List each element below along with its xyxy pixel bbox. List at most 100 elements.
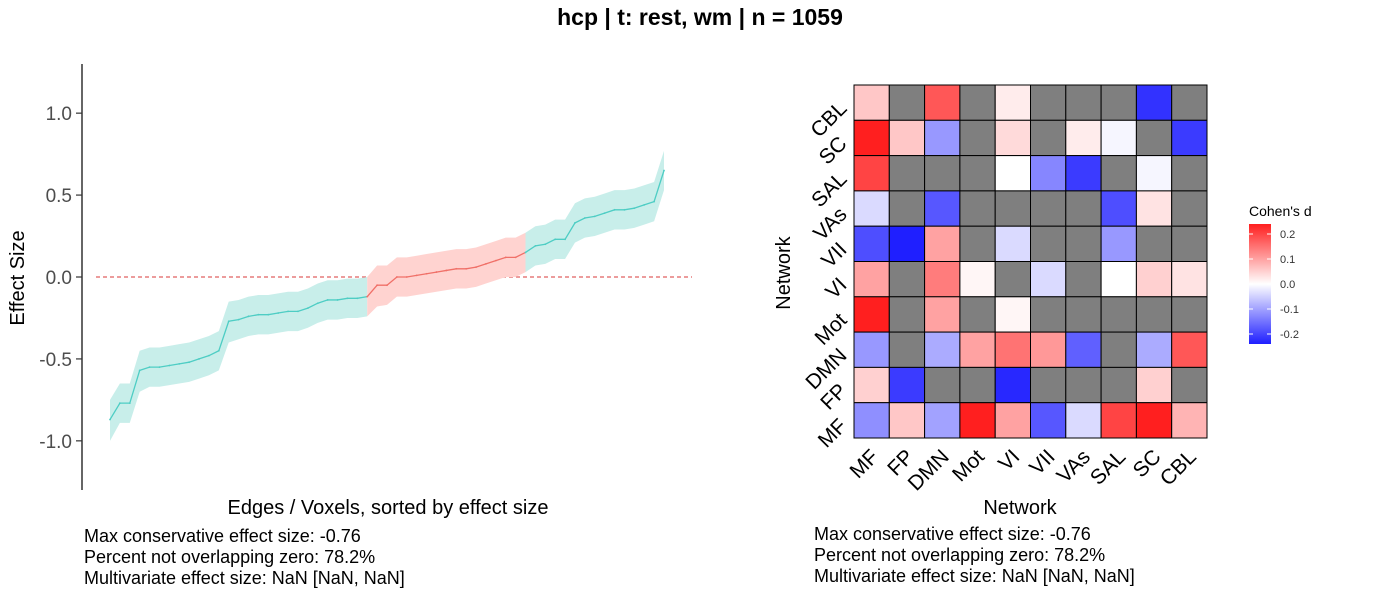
caption-percent-not-overlapping: Percent not overlapping zero: 78.2% xyxy=(814,545,1106,565)
heatmap-cell xyxy=(994,261,1032,298)
heatmap-cell xyxy=(1065,225,1102,262)
heatmap-row-label: DMN xyxy=(801,344,851,394)
effect-size-point xyxy=(118,402,121,405)
y-tick-label: 0.0 xyxy=(46,268,72,289)
heatmap-cell xyxy=(1135,119,1173,157)
heatmap-cell xyxy=(1135,261,1173,298)
heatmap-cell xyxy=(853,366,890,404)
heatmap-x-axis-label: Network xyxy=(983,497,1057,519)
heatmap-column-label: Mot xyxy=(948,445,989,486)
heatmap-cell xyxy=(1100,84,1137,121)
heatmap-cell xyxy=(1030,155,1067,192)
heatmap-cell xyxy=(853,402,890,439)
heatmap-cell xyxy=(924,366,961,404)
heatmap-cell xyxy=(1065,84,1102,121)
effect-size-point xyxy=(326,299,329,301)
heatmap-cell xyxy=(1065,296,1102,333)
effect-size-point xyxy=(237,318,240,321)
effect-size-point xyxy=(376,284,379,287)
heatmap-cell xyxy=(1135,296,1173,333)
heatmap-cell xyxy=(1171,331,1208,368)
effect-size-point xyxy=(247,315,250,318)
effect-size-point xyxy=(663,169,665,172)
heatmap-cell xyxy=(994,190,1032,227)
effect-size-point xyxy=(316,302,319,305)
heatmap-cell xyxy=(1100,155,1137,192)
heatmap-cell xyxy=(924,261,961,298)
heatmap-cell xyxy=(1135,366,1173,404)
effect-size-point xyxy=(445,269,448,272)
caption-max-conservative: Max conservative effect size: -0.76 xyxy=(814,524,1091,544)
heatmap-cell xyxy=(1100,331,1137,368)
caption-multivariate: Multivariate effect size: NaN [NaN, NaN] xyxy=(84,568,405,588)
heatmap-cell xyxy=(1171,366,1208,404)
ci-band-overlapping-zero xyxy=(367,232,526,317)
heatmap-cell xyxy=(1135,402,1173,439)
legend-colorbar xyxy=(1249,224,1271,344)
heatmap-cell xyxy=(924,190,961,227)
effect-size-point xyxy=(554,238,557,241)
effect-size-point xyxy=(138,369,141,372)
heatmap-cell xyxy=(924,84,961,121)
caption-percent-not-overlapping: Percent not overlapping zero: 78.2% xyxy=(84,547,376,567)
legend-tick-label: -0.2 xyxy=(1280,329,1299,341)
heatmap-cell xyxy=(994,225,1032,262)
y-axis-ticks: -1.0 -0.5 0.0 0.5 1.0 xyxy=(39,104,82,453)
effect-size-point xyxy=(415,274,418,277)
effect-size-point xyxy=(109,418,111,421)
heatmap-cell xyxy=(1065,155,1102,192)
heatmap-cell xyxy=(888,84,926,121)
heatmap-cell xyxy=(1171,84,1208,121)
heatmap-cell xyxy=(994,402,1032,439)
heatmap-cell xyxy=(959,402,996,439)
y-axis-label: Effect Size xyxy=(7,230,29,325)
heatmap-cell xyxy=(1171,296,1208,333)
effect-size-point xyxy=(277,312,280,314)
heatmap-cell xyxy=(1030,190,1067,227)
effect-size-point xyxy=(188,361,191,364)
effect-size-point xyxy=(494,259,497,262)
effect-size-point xyxy=(524,251,527,254)
y-tick-label: 0.5 xyxy=(46,186,72,207)
heatmap-column-label: VI xyxy=(994,445,1024,475)
heatmap-cell xyxy=(994,84,1032,121)
heatmap-cell xyxy=(994,366,1032,404)
heatmap-cell xyxy=(888,190,926,227)
heatmap-cell xyxy=(888,366,926,404)
heatmap-cell xyxy=(924,155,961,192)
heatmap-cell xyxy=(853,190,890,227)
heatmap-cell xyxy=(1065,190,1102,227)
y-tick-label: -1.0 xyxy=(39,432,72,453)
effect-size-point xyxy=(465,267,468,270)
effect-size-point xyxy=(198,358,200,360)
heatmap-cell xyxy=(853,261,890,298)
effect-size-point xyxy=(158,366,161,369)
heatmap-cell xyxy=(1135,84,1173,121)
heatmap-column-label: MF xyxy=(845,445,883,483)
heatmap-cell xyxy=(1065,261,1102,298)
heatmap-cells xyxy=(853,84,1208,439)
heatmap-cell xyxy=(1171,402,1208,439)
heatmap-cell xyxy=(994,331,1032,368)
heatmap-cell xyxy=(1030,261,1067,298)
heatmap-cell xyxy=(1171,190,1208,227)
heatmap-cell xyxy=(1030,331,1067,368)
heatmap-cell xyxy=(959,331,996,368)
heatmap-cell xyxy=(959,119,996,157)
confidence-bands xyxy=(110,150,664,441)
effect-size-point xyxy=(504,256,507,259)
heatmap-y-axis-label: Network xyxy=(773,235,795,309)
heatmap-row-label: VAs xyxy=(809,203,851,245)
heatmap-row-label: SAL xyxy=(807,168,851,212)
heatmap-cell xyxy=(1030,119,1067,157)
heatmap-cell xyxy=(994,155,1032,192)
heatmap-cell xyxy=(1030,296,1067,333)
heatmap-row-label: VI xyxy=(821,273,851,303)
effect-size-point xyxy=(297,310,299,313)
effect-size-line-chart: -1.0 -0.5 0.0 0.5 1.0 Effect Size Edges / Vo… xyxy=(7,64,692,519)
heatmap-cell xyxy=(888,296,926,333)
heatmap-cell xyxy=(888,155,926,192)
effect-size-point xyxy=(208,354,210,357)
heatmap-cell xyxy=(853,155,890,192)
